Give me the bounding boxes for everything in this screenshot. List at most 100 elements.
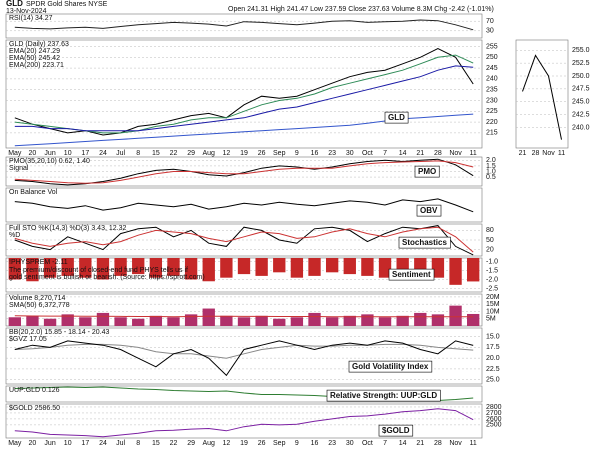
y-tick-label: 22.5 xyxy=(486,366,500,373)
y-tick-label: 242.5 xyxy=(572,111,590,118)
y-tick-label: 215 xyxy=(486,130,498,137)
x-tick-label: 30 xyxy=(346,150,354,157)
annotation-box xyxy=(398,236,451,249)
bar xyxy=(378,317,392,326)
y-tick-label: 2800 xyxy=(486,404,502,411)
x-tick-label: Oct xyxy=(362,150,373,157)
bar xyxy=(96,312,110,326)
annotation: Relative Strength: UUP:GLD xyxy=(330,391,437,400)
x-tick-label: 10 xyxy=(64,440,72,447)
legend-entry: Full STO %K(14,3) %D(3) 3.43, 12.32 xyxy=(9,225,126,232)
bar xyxy=(43,258,57,278)
legend-entry: Volume 8,270,714 xyxy=(9,295,66,302)
y-tick-label: 2.0 xyxy=(486,157,496,164)
bar xyxy=(61,314,74,326)
x-tick-label: Jun xyxy=(44,150,55,157)
x-tick-label: 22 xyxy=(170,440,178,447)
panel: 255.0 252.5 250.0 247.5 245.0 242.5 240.0 21 28 N… xyxy=(515,39,590,157)
bar xyxy=(449,258,462,285)
bar xyxy=(220,315,233,326)
bar xyxy=(273,318,286,326)
x-tick-label: 11 xyxy=(470,150,477,157)
panel: 255 250 245 240 235 230 225 220 215 May 20 Jun 10 17 2… xyxy=(5,39,498,157)
bar xyxy=(308,258,321,276)
annotation: GLD xyxy=(388,113,405,122)
series-line xyxy=(14,65,474,132)
series-line xyxy=(522,54,562,140)
bar xyxy=(255,258,268,276)
x-tick-label: Aug xyxy=(203,150,216,157)
x-tick-label: 14 xyxy=(399,150,407,157)
bar xyxy=(467,313,480,326)
y-tick-label: 15.0 xyxy=(486,333,500,340)
plot xyxy=(14,408,474,438)
bar xyxy=(343,315,356,326)
plot xyxy=(522,54,562,140)
panel: 80 50 20 Full STO %K(14,3) %D(3) 3.43, 12.3… xyxy=(5,223,494,257)
bar xyxy=(8,317,21,326)
bar xyxy=(255,315,268,326)
x-tick-label: Oct xyxy=(362,440,373,447)
x-tick-label: 26 xyxy=(258,440,266,447)
bar xyxy=(43,318,57,326)
bar xyxy=(273,258,286,273)
y-tick-label: -2.0 xyxy=(486,276,498,283)
bar xyxy=(431,314,445,326)
legend-entry: Signal xyxy=(9,165,29,172)
annotation: Gold Volatility Index xyxy=(352,362,429,371)
y-tick-label: 20M xyxy=(486,294,500,301)
bar xyxy=(96,258,110,280)
x-tick-label: 20 xyxy=(29,150,37,157)
y-tick-label: 80 xyxy=(486,227,494,234)
y-tick-label: 15M xyxy=(486,301,500,308)
y-tick-label: 250.0 xyxy=(572,73,590,80)
bar xyxy=(325,317,339,326)
x-tick-label: Nov xyxy=(449,440,462,447)
panel: 70 30 RSI(14) 34.27 xyxy=(5,13,494,39)
y-tick-label: 220 xyxy=(486,119,498,126)
bar xyxy=(26,258,39,282)
annotation-box xyxy=(348,360,433,373)
y-tick-label: 245 xyxy=(486,65,498,72)
annotation-box xyxy=(326,389,441,402)
bar xyxy=(167,317,180,326)
x-tick-label: Jul xyxy=(116,440,125,447)
bar xyxy=(325,258,339,273)
x-tick-label: 12 xyxy=(222,440,230,447)
date: 13-Nov-2024 xyxy=(6,8,47,15)
legend-entry: %D xyxy=(9,232,20,239)
x-tick-label: 22 xyxy=(170,150,178,157)
bar xyxy=(431,258,445,278)
x-tick-label: 19 xyxy=(240,440,248,447)
legend-entry: EMA(50) 245.42 xyxy=(9,55,60,62)
annotation-box xyxy=(378,424,414,437)
x-tick-label: 16 xyxy=(311,440,319,447)
bar xyxy=(132,258,145,275)
bar xyxy=(79,258,92,278)
x-tick-label: 23 xyxy=(328,150,336,157)
panel: 2.01.51.00.5 PMO(35,20,10) 0.62, 1.40Sign… xyxy=(5,156,496,187)
annotation-box xyxy=(414,165,440,178)
y-tick-label: 0.5 xyxy=(486,174,496,181)
y-tick-label: 2700 xyxy=(486,410,502,417)
note: gold sentiment is bullish or bearish. (S… xyxy=(9,274,205,281)
x-tick-label: 15 xyxy=(152,440,160,447)
bar xyxy=(167,258,180,276)
panels: 70 30 RSI(14) 34.27 255 250 245 240 235 230 225 22… xyxy=(5,13,590,447)
y-tick-label: 50 xyxy=(486,237,494,244)
plot xyxy=(8,258,480,285)
annotation-box xyxy=(384,111,409,124)
x-tick-label: Jul xyxy=(116,150,125,157)
x-tick-label: 26 xyxy=(258,150,266,157)
y-tick-label: 25.0 xyxy=(486,377,500,384)
security-name: SPDR Gold Shares NYSE xyxy=(26,1,108,8)
bar xyxy=(220,258,233,278)
x-tick-label: 19 xyxy=(240,150,248,157)
x-tick-label: 7 xyxy=(383,150,387,157)
y-tick-label: 230 xyxy=(486,97,498,104)
series-line xyxy=(14,160,474,184)
y-tick-label: 255 xyxy=(486,43,498,50)
y-tick-label: 250 xyxy=(486,54,498,61)
x-tick-label: 30 xyxy=(346,440,354,447)
x-tick-label: 17 xyxy=(81,440,89,447)
